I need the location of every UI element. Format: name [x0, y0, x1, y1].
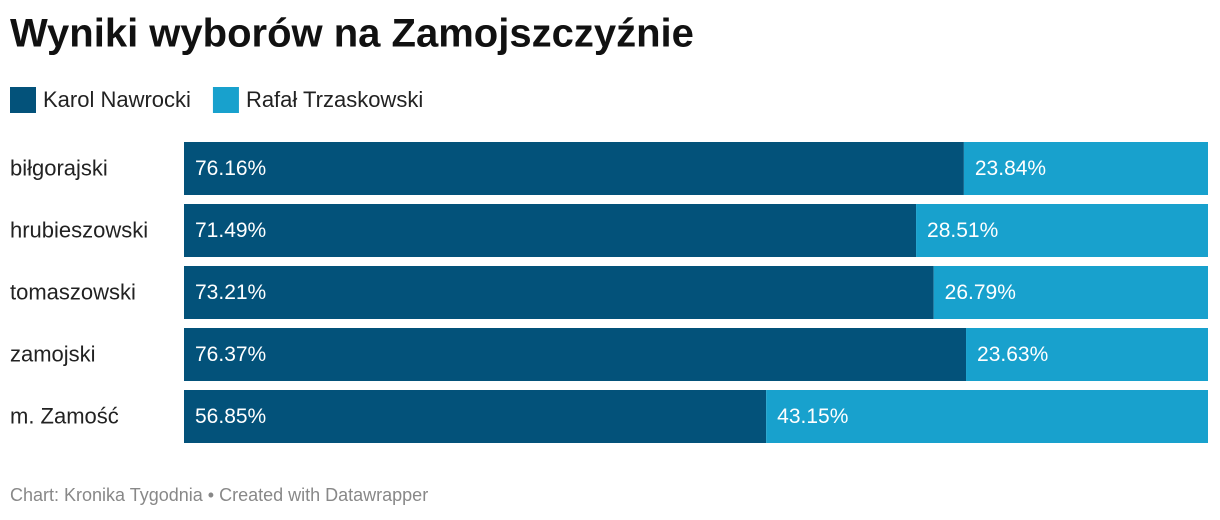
category-label: tomaszowski	[10, 279, 136, 304]
value-label: 23.84%	[975, 157, 1046, 180]
footer: Chart: Kronika Tygodnia • Created with D…	[10, 485, 428, 505]
legend-label: Rafał Trzaskowski	[246, 87, 423, 112]
bar-segment	[184, 142, 964, 195]
category-label: zamojski	[10, 341, 96, 366]
value-label: 76.16%	[195, 157, 266, 180]
value-label: 76.37%	[195, 343, 266, 366]
category-label: m. Zamość	[10, 403, 119, 428]
bar-segment	[184, 204, 917, 257]
value-label: 26.79%	[945, 281, 1016, 304]
value-label: 43.15%	[777, 405, 848, 428]
bar-segment	[184, 390, 767, 443]
legend-label: Karol Nawrocki	[43, 87, 191, 112]
bar-segment	[933, 266, 1208, 319]
legend-swatch	[212, 87, 239, 113]
legend-swatch	[10, 87, 36, 113]
bar-segment	[966, 328, 1208, 381]
bar-segment	[916, 204, 1208, 257]
chart-title: Wyniki wyborów na Zamojszczyźnie	[10, 12, 694, 56]
value-label: 23.63%	[977, 343, 1048, 366]
value-label: 73.21%	[195, 281, 266, 304]
bar-segment	[766, 390, 1208, 443]
category-label: biłgorajski	[10, 155, 108, 180]
value-label: 28.51%	[927, 219, 998, 242]
bar-segment	[184, 328, 967, 381]
value-label: 56.85%	[195, 405, 266, 428]
bar-segment	[184, 266, 934, 319]
category-label: hrubieszowski	[10, 217, 148, 242]
bar-segment	[963, 142, 1208, 195]
value-label: 71.49%	[195, 219, 266, 242]
